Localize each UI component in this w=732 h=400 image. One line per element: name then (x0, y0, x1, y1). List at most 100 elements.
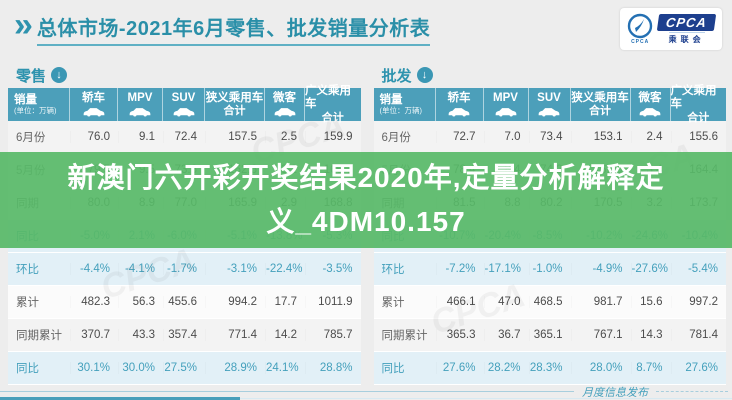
cell-value: -22.4% (266, 263, 303, 275)
cell-value: 56.3 (132, 296, 155, 308)
cell-value: 47.0 (498, 296, 521, 308)
section-label-wholesale: 批发 (381, 67, 412, 85)
mpv-car-icon (129, 107, 151, 117)
cell-value: 27.5% (164, 362, 197, 374)
table-row: 累计 466.1 47.0 468.5 981.7 15.6 997.2 (373, 286, 726, 319)
cell-value: -7.2% (445, 263, 476, 275)
cell-value: 72.4 (174, 131, 197, 143)
table-row: 环比 -7.2% -17.1% -1.0% -4.9% -27.6% -5.4% (373, 253, 726, 286)
cell-value: 1011.9 (318, 296, 353, 308)
cell-value: 455.6 (168, 296, 197, 308)
row-label: 6月份 (381, 132, 411, 144)
cell-value: -4.4% (79, 263, 110, 275)
cell-value: 7.0 (504, 131, 521, 143)
cell-value: 370.7 (81, 329, 110, 341)
cell-value: 30.1% (77, 362, 110, 374)
bottom-accent-bar (0, 397, 240, 400)
column-header-xiaoliang: 销量 (单位：万辆) (374, 88, 436, 121)
title-wrap: » 总体市场-2021年6月零售、批发销量分析表 (14, 8, 431, 46)
download-arrow-icon: ↓ (51, 67, 68, 83)
cell-value: 27.6% (685, 362, 718, 374)
section-label-retail: 零售 (16, 67, 47, 85)
cell-value: 27.6% (442, 362, 476, 374)
row-label: 环比 (381, 264, 405, 276)
column-header-xiayi: 狭义乘用车 合计 (571, 88, 631, 121)
column-header-label2: 合计 (321, 111, 344, 124)
cell-value: 153.1 (593, 131, 623, 143)
table-row: 同比 30.1% 30.0% 27.5% 28.9% 24.1% 28.8% (8, 352, 361, 385)
microvan-icon (639, 107, 661, 117)
suv-car-icon (173, 107, 194, 117)
cell-value: 997.2 (689, 296, 718, 308)
cell-value: 24.1% (266, 362, 299, 374)
cell-value: -3.1% (226, 263, 257, 275)
column-header-label: 微客 (638, 92, 662, 105)
promo-banner-line1: 新澳门六开彩开奖结果2020年,定量分析解释定 (67, 162, 665, 193)
cpca-emblem-icon (627, 13, 653, 39)
cpca-brand-subtext: 乘联会 (668, 31, 705, 45)
column-header-label: 微客 (273, 92, 296, 105)
cpca-emblem: CPCA (627, 13, 653, 45)
cpca-brand-text: CPCA (656, 13, 717, 31)
cell-value: 14.3 (640, 329, 663, 341)
unit-note: (单位：万辆) (379, 105, 423, 115)
cell-value: 365.3 (446, 329, 476, 341)
cell-value: 2.5 (281, 131, 297, 143)
download-arrow-icon: ↓ (416, 67, 433, 83)
microvan-icon (274, 107, 295, 117)
cell-value: -4.9% (592, 263, 623, 275)
cell-value: 9.1 (139, 131, 155, 143)
row-label: 累计 (381, 297, 405, 309)
sedan-car-icon (448, 107, 470, 117)
page-header: » 总体市场-2021年6月零售、批发销量分析表 CPCA CPCA 乘联会 (0, 0, 732, 58)
row-label: 同比 (381, 363, 405, 375)
column-header-weike: 微客 (265, 88, 305, 121)
table-row: 累计 482.3 56.3 455.6 994.2 17.7 1011.9 (8, 286, 361, 319)
wholesale-section-header: 批发 ↓ (374, 62, 727, 88)
table-header-row: 销量 (单位：万辆) 轿车 MPV SUV 狭义乘用车 合计 微客 广义乘用车 合计 (8, 85, 361, 124)
cell-value: 72.7 (453, 131, 476, 143)
cell-value: -1.7% (166, 263, 197, 275)
cell-value: 14.2 (274, 329, 297, 341)
column-header-xiaoliang: 销量 (单位：万辆) (8, 88, 70, 121)
cell-value: -4.1% (124, 263, 155, 275)
cell-value: 15.6 (640, 296, 663, 308)
column-header-label: 销量 (379, 93, 403, 106)
cpca-logo: CPCA CPCA 乘联会 (620, 8, 722, 50)
cell-value: 785.7 (323, 329, 353, 341)
column-header-label: 广义乘用车 (670, 85, 717, 111)
column-header-label: 广义乘用车 (305, 85, 351, 111)
column-header-label: MPV (127, 92, 153, 105)
cell-value: 8.7% (636, 362, 663, 374)
cell-value: 468.5 (533, 296, 563, 308)
column-header-label: SUV (537, 92, 561, 105)
unit-note: (单位：万辆) (14, 105, 57, 115)
cell-value: -17.1% (484, 263, 521, 275)
column-header-xiayi: 狭义乘用车 合计 (205, 88, 265, 121)
row-label: 累计 (16, 297, 39, 309)
cpca-logo-text-block: CPCA 乘联会 (656, 13, 717, 45)
column-header-jiaoche: 轿车 (436, 88, 484, 121)
column-header-suv: SUV (529, 88, 571, 121)
row-label: 环比 (16, 264, 39, 276)
table-row: 6月份 72.7 7.0 73.4 153.1 2.4 155.6 (373, 121, 726, 154)
retail-section-header: 零售 ↓ (8, 62, 361, 88)
cell-value: 43.3 (132, 329, 155, 341)
double-chevron-icon: » (14, 6, 33, 44)
table-row: 同期累计 370.7 43.3 357.4 771.4 14.2 785.7 (8, 319, 361, 352)
column-header-jiaoche: 轿车 (70, 88, 118, 121)
row-label: 同期累计 (16, 330, 62, 342)
row-label: 同比 (16, 363, 39, 375)
column-header-label: 狭义乘用车 (571, 91, 629, 104)
promo-banner-overlay[interactable]: 新澳门六开彩开奖结果2020年,定量分析解释定 义_4DM10.157 (0, 152, 732, 248)
column-header-weike: 微客 (631, 88, 671, 121)
cell-value: 767.1 (593, 329, 623, 341)
cell-value: 28.8% (319, 362, 353, 374)
cell-value: 482.3 (81, 296, 110, 308)
cell-value: 155.6 (689, 131, 718, 143)
cell-value: 357.4 (168, 329, 197, 341)
cell-value: 981.7 (593, 296, 623, 308)
cell-value: 36.7 (498, 329, 521, 341)
cell-value: 30.0% (122, 362, 155, 374)
